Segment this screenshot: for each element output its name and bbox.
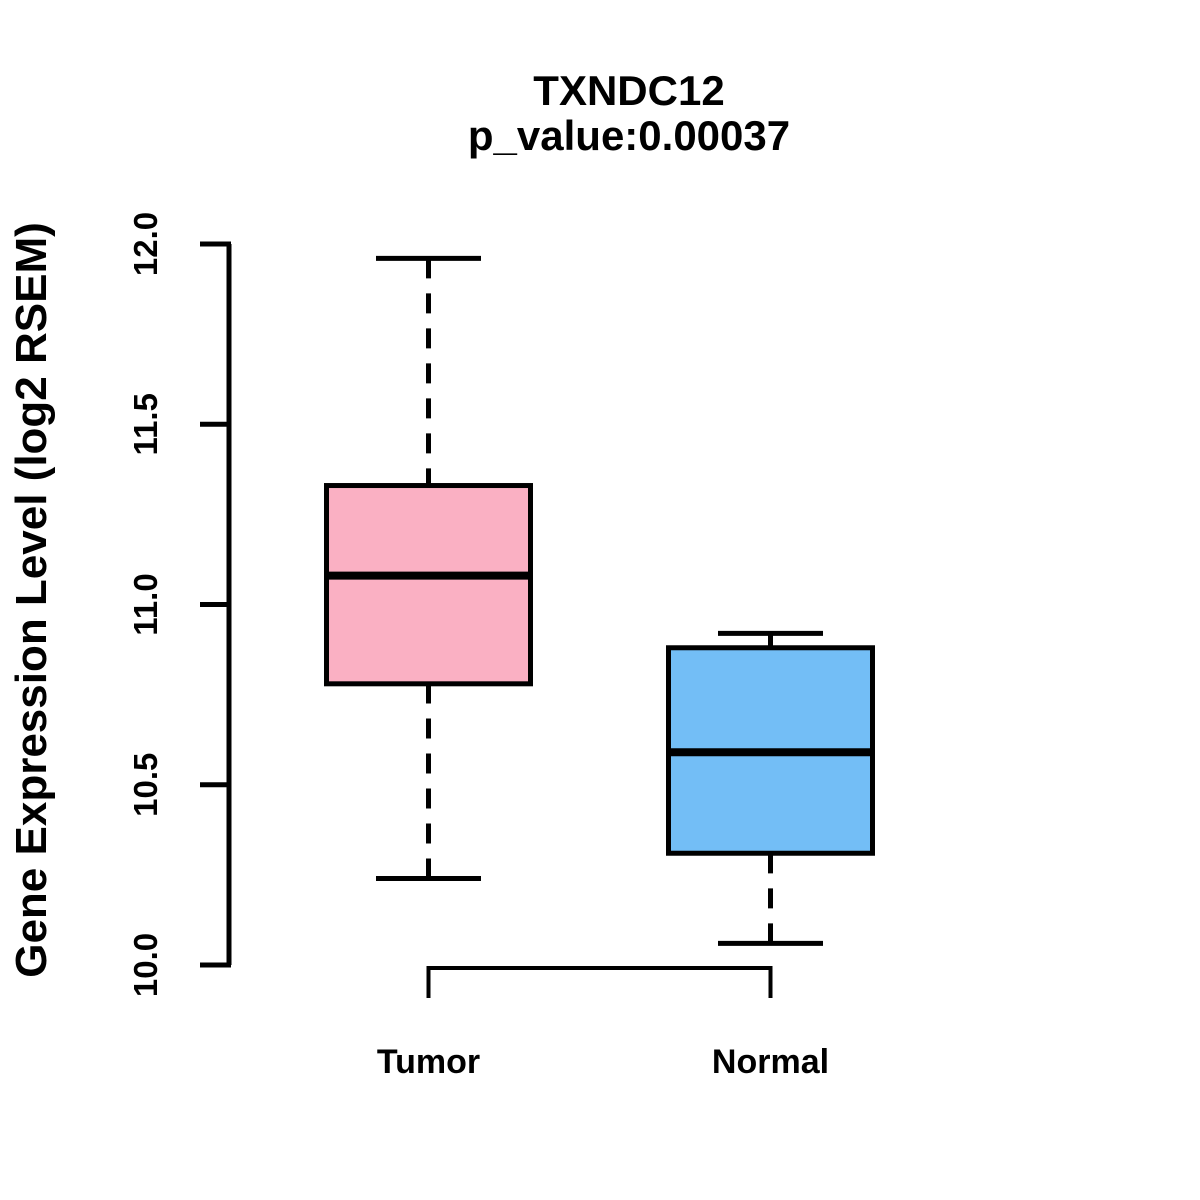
y-tick-label: 12.0 bbox=[127, 212, 164, 276]
y-tick-label: 10.0 bbox=[127, 933, 164, 997]
plot-layer: 12.0 11.5 11.0 10.5 10.0 Tumor Normal bbox=[127, 212, 875, 1081]
x-axis-label-normal: Normal bbox=[712, 1043, 829, 1081]
chart-subtitle: p_value:0.00037 bbox=[467, 112, 791, 159]
x-axis-label-tumor: Tumor bbox=[377, 1043, 480, 1081]
y-tick-label: 10.5 bbox=[127, 753, 164, 817]
chart-title: TXNDC12 bbox=[533, 67, 725, 114]
y-axis-title: Gene Expression Level (log2 RSEM) bbox=[7, 222, 56, 978]
iqr-box-tumor bbox=[324, 483, 533, 687]
y-tick-label: 11.0 bbox=[127, 573, 164, 635]
x-axis-bracket bbox=[426, 966, 773, 998]
y-tick-label: 11.5 bbox=[127, 393, 164, 455]
